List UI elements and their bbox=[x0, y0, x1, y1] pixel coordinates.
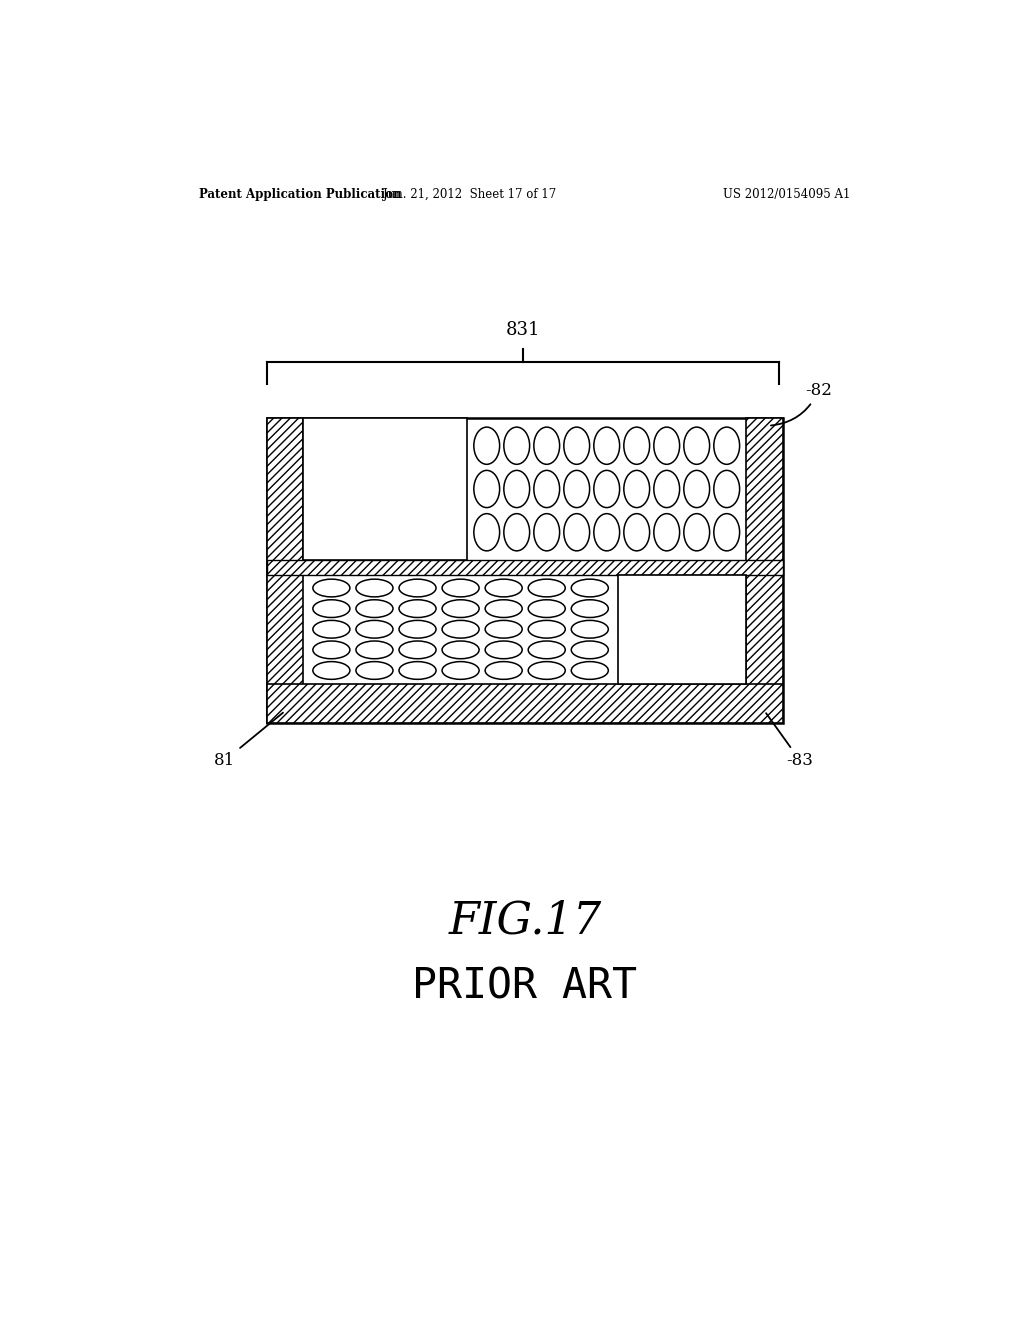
Ellipse shape bbox=[714, 428, 739, 465]
Ellipse shape bbox=[485, 599, 522, 618]
Ellipse shape bbox=[356, 620, 393, 638]
Ellipse shape bbox=[564, 513, 590, 550]
Ellipse shape bbox=[356, 661, 393, 680]
Ellipse shape bbox=[485, 661, 522, 680]
Ellipse shape bbox=[442, 620, 479, 638]
Bar bbox=[267, 417, 303, 722]
Ellipse shape bbox=[504, 513, 529, 550]
Text: 831: 831 bbox=[506, 321, 541, 339]
Ellipse shape bbox=[571, 642, 608, 659]
Ellipse shape bbox=[313, 579, 350, 597]
Ellipse shape bbox=[313, 620, 350, 638]
Ellipse shape bbox=[504, 470, 529, 508]
Bar bbox=[267, 561, 782, 574]
Ellipse shape bbox=[399, 599, 436, 618]
Ellipse shape bbox=[313, 642, 350, 659]
Ellipse shape bbox=[653, 513, 680, 550]
Ellipse shape bbox=[571, 599, 608, 618]
Ellipse shape bbox=[313, 661, 350, 680]
Text: US 2012/0154095 A1: US 2012/0154095 A1 bbox=[723, 189, 850, 202]
Text: 81: 81 bbox=[214, 713, 283, 770]
Text: Patent Application Publication: Patent Application Publication bbox=[200, 189, 402, 202]
Ellipse shape bbox=[485, 579, 522, 597]
Ellipse shape bbox=[571, 661, 608, 680]
Ellipse shape bbox=[442, 599, 479, 618]
Ellipse shape bbox=[684, 513, 710, 550]
Bar bbox=[617, 574, 746, 684]
Ellipse shape bbox=[356, 579, 393, 597]
Ellipse shape bbox=[714, 513, 739, 550]
Ellipse shape bbox=[356, 642, 393, 659]
Text: Jun. 21, 2012  Sheet 17 of 17: Jun. 21, 2012 Sheet 17 of 17 bbox=[383, 189, 556, 202]
Ellipse shape bbox=[356, 599, 393, 618]
Ellipse shape bbox=[684, 428, 710, 465]
Ellipse shape bbox=[399, 642, 436, 659]
Text: PRIOR ART: PRIOR ART bbox=[413, 966, 637, 1007]
Ellipse shape bbox=[564, 470, 590, 508]
Ellipse shape bbox=[653, 470, 680, 508]
Ellipse shape bbox=[399, 579, 436, 597]
Text: FIG.17: FIG.17 bbox=[449, 899, 601, 942]
Ellipse shape bbox=[624, 513, 649, 550]
Ellipse shape bbox=[528, 642, 565, 659]
Ellipse shape bbox=[442, 642, 479, 659]
Ellipse shape bbox=[474, 470, 500, 508]
Ellipse shape bbox=[653, 428, 680, 465]
Ellipse shape bbox=[571, 579, 608, 597]
Ellipse shape bbox=[564, 428, 590, 465]
Bar bbox=[303, 417, 467, 561]
Ellipse shape bbox=[528, 661, 565, 680]
Ellipse shape bbox=[534, 513, 560, 550]
Ellipse shape bbox=[528, 579, 565, 597]
Ellipse shape bbox=[474, 428, 500, 465]
Ellipse shape bbox=[399, 620, 436, 638]
Ellipse shape bbox=[594, 513, 620, 550]
Ellipse shape bbox=[594, 470, 620, 508]
Ellipse shape bbox=[485, 642, 522, 659]
Text: -83: -83 bbox=[766, 713, 813, 770]
Ellipse shape bbox=[714, 470, 739, 508]
Ellipse shape bbox=[528, 599, 565, 618]
Ellipse shape bbox=[534, 470, 560, 508]
Bar bbox=[267, 684, 782, 722]
Ellipse shape bbox=[624, 470, 649, 508]
Ellipse shape bbox=[442, 579, 479, 597]
Ellipse shape bbox=[684, 470, 710, 508]
Ellipse shape bbox=[504, 428, 529, 465]
Ellipse shape bbox=[474, 513, 500, 550]
Bar bbox=[267, 417, 782, 722]
Ellipse shape bbox=[534, 428, 560, 465]
Ellipse shape bbox=[594, 428, 620, 465]
Ellipse shape bbox=[313, 599, 350, 618]
Ellipse shape bbox=[399, 661, 436, 680]
Bar bbox=[746, 417, 782, 722]
Ellipse shape bbox=[571, 620, 608, 638]
Text: -82: -82 bbox=[771, 383, 831, 425]
Ellipse shape bbox=[485, 620, 522, 638]
Ellipse shape bbox=[528, 620, 565, 638]
Ellipse shape bbox=[624, 428, 649, 465]
Ellipse shape bbox=[442, 661, 479, 680]
